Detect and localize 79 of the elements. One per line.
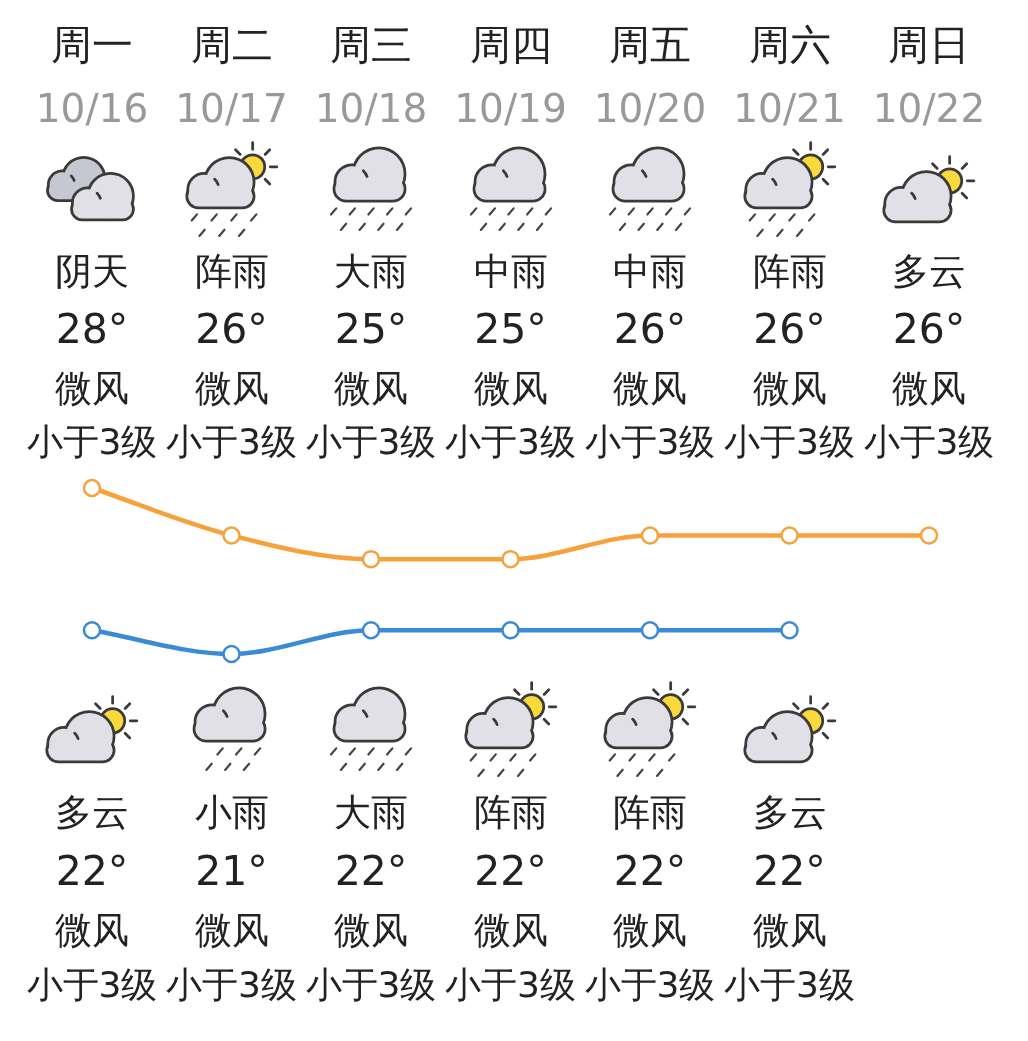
- text: 10/22: [872, 85, 986, 131]
- point: [919, 526, 939, 545]
- data-label: 26°: [613, 304, 687, 353]
- text: 10/16: [35, 85, 149, 131]
- point: [780, 621, 799, 640]
- point: [640, 621, 660, 640]
- data-label: 22°: [613, 846, 687, 895]
- text: 小于3级: [445, 964, 576, 1005]
- text: 微风: [194, 366, 269, 410]
- data-label: 22°: [753, 846, 826, 895]
- text: 微风: [613, 366, 687, 410]
- x-tick-label: 周四: [469, 20, 552, 69]
- text: 阵雨: [194, 249, 269, 293]
- data-label: 26°: [753, 304, 826, 353]
- text: 小于3级: [166, 964, 297, 1005]
- text: 小于3级: [445, 421, 576, 462]
- text: 微风: [752, 366, 827, 410]
- text: 小于3级: [305, 421, 437, 462]
- text: 小于3级: [584, 964, 716, 1005]
- data-label: 26°: [195, 304, 268, 353]
- data-label: 25°: [334, 304, 408, 353]
- text: 多云: [752, 790, 827, 834]
- text: 10/19: [454, 85, 567, 131]
- text: 阵雨: [613, 790, 687, 834]
- data-label: 28°: [55, 304, 129, 353]
- text: 微风: [55, 366, 129, 410]
- point: [640, 526, 660, 545]
- text: 小于3级: [724, 421, 855, 462]
- text: 小于3级: [724, 964, 855, 1005]
- text: 微风: [892, 366, 966, 410]
- point: [780, 526, 799, 545]
- text: 小于3级: [863, 421, 995, 462]
- text: 微风: [473, 366, 548, 410]
- text: 小雨: [194, 790, 269, 834]
- point: [361, 549, 381, 569]
- text: 微风: [55, 908, 129, 952]
- data-label: 22°: [55, 846, 129, 895]
- data-label: 25°: [474, 304, 547, 353]
- data-label: 22°: [334, 846, 408, 895]
- text: 小于3级: [584, 421, 716, 462]
- text: 大雨: [334, 790, 408, 834]
- point: [82, 621, 102, 640]
- point: [501, 621, 520, 640]
- data-label: 22°: [474, 846, 547, 895]
- text: 多云: [892, 249, 966, 293]
- text: 中雨: [473, 249, 548, 293]
- text: 小于3级: [305, 964, 437, 1005]
- x-tick-label: 周日: [888, 20, 970, 69]
- point: [361, 621, 381, 640]
- text: 阵雨: [752, 249, 827, 293]
- text: 大雨: [334, 249, 408, 293]
- text: 微风: [334, 366, 408, 410]
- x-tick-label: 周一: [51, 20, 133, 69]
- text: 小于3级: [166, 421, 297, 462]
- text: 10/18: [314, 85, 428, 131]
- point: [501, 549, 520, 569]
- x-tick-label: 周二: [190, 20, 273, 69]
- text: 阴天: [55, 249, 129, 293]
- text: 中雨: [613, 249, 687, 293]
- x-tick-label: 周三: [330, 20, 412, 69]
- point: [222, 526, 241, 545]
- text: 10/17: [175, 85, 288, 131]
- point: [222, 644, 241, 664]
- text: 小于3级: [26, 964, 158, 1005]
- data-label: 26°: [892, 304, 966, 353]
- text: 小于3级: [26, 421, 158, 462]
- x-tick-label: 周五: [609, 20, 691, 69]
- x-tick-label: 周六: [748, 20, 831, 69]
- text: 多云: [55, 790, 129, 834]
- text: 微风: [752, 908, 827, 952]
- text: 微风: [334, 908, 408, 952]
- text: 10/21: [733, 85, 846, 131]
- text: 10/20: [593, 85, 707, 131]
- text: 微风: [194, 908, 269, 952]
- data-label: 21°: [195, 846, 268, 895]
- text: 微风: [613, 908, 687, 952]
- text: 微风: [473, 908, 548, 952]
- text: 阵雨: [473, 790, 548, 834]
- point: [82, 478, 102, 498]
